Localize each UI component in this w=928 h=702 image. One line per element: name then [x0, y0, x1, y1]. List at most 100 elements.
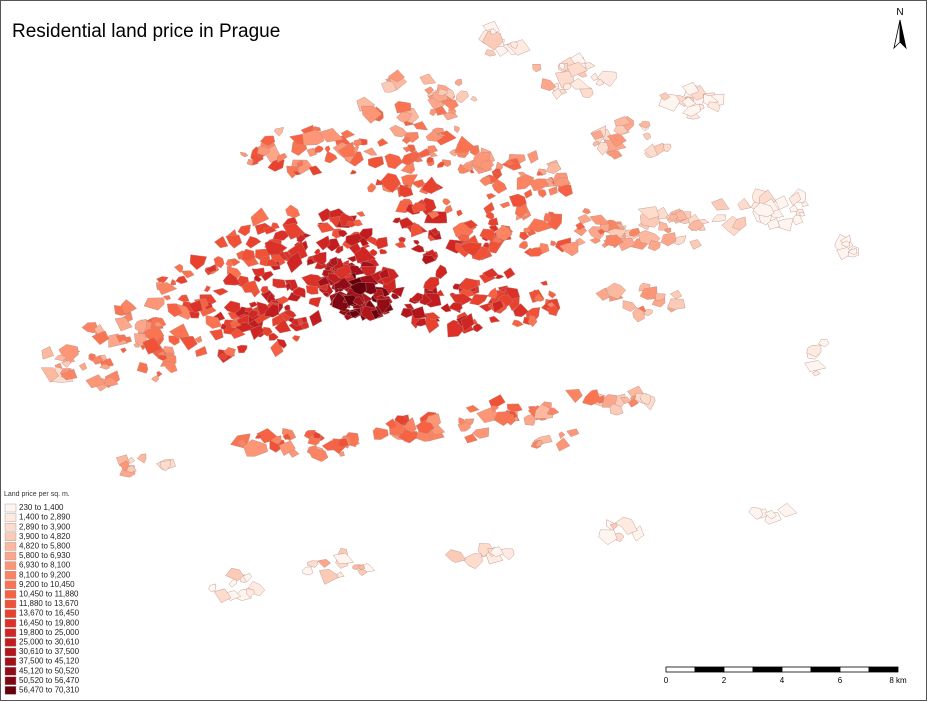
parcel: [503, 267, 516, 280]
parcel: [390, 286, 405, 298]
parcel: [804, 360, 827, 372]
parcel: [455, 90, 469, 104]
parcel: [445, 549, 467, 563]
parcel: [308, 448, 329, 462]
parcel: [349, 282, 367, 296]
legend-swatch: [4, 503, 17, 513]
parcel: [247, 309, 259, 319]
parcel: [175, 275, 188, 285]
parcel: [707, 101, 721, 113]
legend-label: 230 to 1,400: [19, 503, 64, 512]
parcel: [440, 303, 452, 313]
parcel: [327, 272, 342, 284]
parcel: [187, 299, 203, 314]
parcel: [236, 344, 248, 354]
parcel: [647, 240, 661, 252]
parcel: [444, 204, 453, 214]
parcel: [177, 294, 190, 302]
parcel: [764, 509, 777, 520]
parcel: [348, 310, 361, 319]
parcel: [156, 371, 163, 378]
parcel: [637, 206, 660, 220]
parcel: [543, 212, 552, 223]
parcel: [352, 296, 365, 306]
parcel: [249, 324, 265, 341]
parcel: [104, 376, 119, 386]
legend-label: 10,450 to 11,880: [19, 590, 79, 599]
legend-label: 50,520 to 56,470: [19, 676, 80, 685]
north-label: N: [896, 7, 903, 18]
parcel: [558, 431, 566, 439]
parcel: [528, 247, 543, 257]
legend-label: 2,890 to 3,900: [19, 522, 71, 531]
parcel: [470, 96, 478, 102]
parcel: [500, 413, 516, 426]
parcel: [357, 564, 366, 571]
parcel: [276, 338, 288, 349]
parcel: [157, 354, 168, 361]
parcel: [673, 209, 688, 222]
parcel: [682, 103, 701, 117]
parcel: [394, 415, 409, 426]
parcel: [140, 344, 146, 351]
parcel: [689, 239, 702, 250]
legend-label: 56,470 to 70,310: [19, 686, 80, 695]
parcel: [316, 222, 336, 234]
parcel: [655, 293, 666, 301]
parcel: [60, 368, 78, 381]
parcel: [622, 300, 637, 312]
legend-label: 3,900 to 4,820: [19, 532, 71, 541]
parcel: [609, 403, 624, 416]
parcel: [88, 353, 96, 361]
parcel: [537, 189, 547, 198]
parcel: [225, 234, 243, 249]
parcel: [398, 184, 414, 198]
parcel: [340, 129, 356, 139]
parcel: [218, 353, 228, 360]
parcel: [302, 129, 325, 146]
parcel: [402, 146, 411, 153]
parcel: [392, 217, 402, 224]
parcel: [346, 220, 357, 228]
parcel: [292, 171, 302, 176]
parcel: [613, 124, 629, 136]
parcel: [659, 92, 671, 101]
legend-label: 11,880 to 13,670: [19, 599, 79, 608]
parcel: [711, 198, 730, 211]
parcel: [85, 374, 106, 389]
parcel: [286, 251, 303, 274]
parcel: [317, 208, 336, 223]
parcel: [159, 460, 172, 472]
parcel: [387, 69, 405, 83]
legend-swatch: [4, 513, 17, 522]
parcel: [163, 295, 171, 301]
parcel: [267, 159, 285, 172]
parcel: [598, 529, 618, 545]
parcel: [302, 566, 314, 576]
parcel: [286, 165, 299, 179]
parcel: [361, 105, 383, 124]
parcel: [173, 263, 184, 274]
parcel: [442, 198, 451, 206]
parcel: [836, 247, 853, 261]
parcel: [410, 306, 426, 320]
parcel: [337, 287, 344, 292]
parcel: [230, 258, 241, 267]
legend-swatch: [4, 619, 17, 628]
parcel: [642, 132, 652, 141]
legend-label: 9,200 to 10,450: [19, 580, 75, 589]
parcel: [245, 236, 262, 249]
parcel: [274, 127, 284, 137]
parcel: [114, 317, 133, 332]
parcel: [166, 303, 183, 318]
parcel: [270, 435, 282, 445]
legend-swatch: [4, 590, 17, 599]
parcel: [638, 120, 651, 129]
parcel: [156, 282, 178, 296]
parcel: [223, 347, 236, 357]
parcel: [687, 219, 704, 232]
parcel: [237, 438, 248, 448]
parcel: [711, 214, 726, 222]
parcel: [394, 100, 412, 114]
